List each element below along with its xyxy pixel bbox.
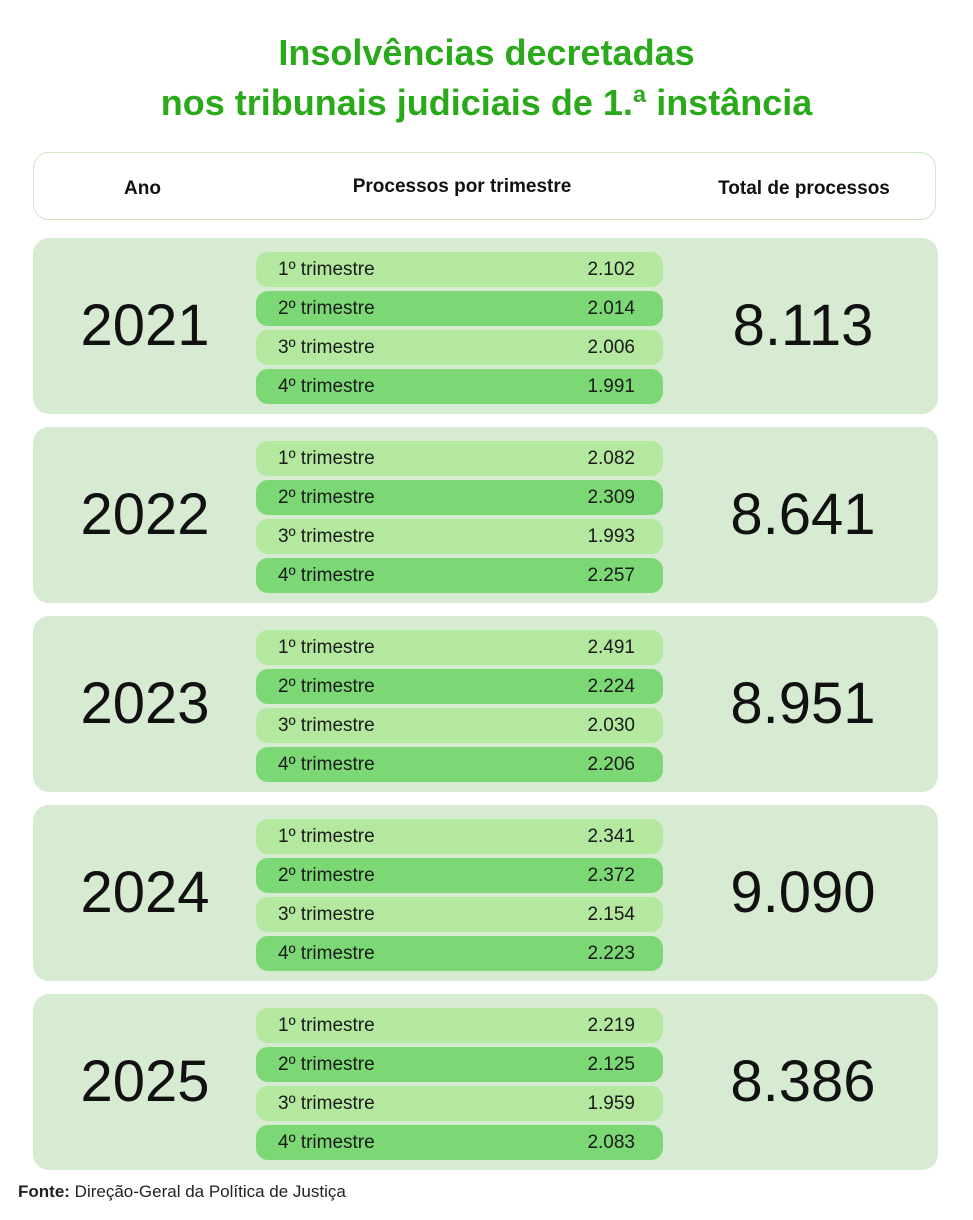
source-label: Fonte:: [18, 1182, 70, 1201]
quarter-row: 3º trimestre 1.993: [256, 519, 663, 554]
quarter-row: 3º trimestre 2.030: [256, 708, 663, 743]
quarter-value: 2.309: [587, 487, 635, 508]
quarter-list: 1º trimestre 2.102 2º trimestre 2.014 3º t…: [256, 252, 663, 408]
header-ano: Ano: [124, 178, 161, 199]
source-text: Direção-Geral da Política de Justiça: [69, 1182, 346, 1201]
quarter-value: 2.206: [587, 754, 635, 775]
quarter-label: 2º trimestre: [278, 487, 375, 508]
quarter-label: 1º trimestre: [278, 637, 375, 658]
quarter-label: 4º trimestre: [278, 1132, 375, 1153]
year-row-2021: 2021 1º trimestre 2.102 2º trimestre 2.014…: [33, 238, 938, 414]
quarter-row: 2º trimestre 2.224: [256, 669, 663, 704]
quarter-label: 3º trimestre: [278, 526, 375, 547]
quarter-row: 4º trimestre 2.206: [256, 747, 663, 782]
quarter-value: 2.372: [587, 865, 635, 886]
table-header: Ano Processos por trimestre Total de pro…: [33, 152, 936, 220]
quarter-row: 3º trimestre 2.154: [256, 897, 663, 932]
header-total: Total de processos: [718, 178, 890, 199]
quarter-value: 2.341: [587, 826, 635, 847]
quarter-value: 2.006: [587, 337, 635, 358]
year-row-2022: 2022 1º trimestre 2.082 2º trimestre 2.309…: [33, 427, 938, 603]
quarter-label: 2º trimestre: [278, 298, 375, 319]
year-label: 2024: [80, 860, 210, 925]
quarter-label: 1º trimestre: [278, 259, 375, 280]
quarter-row: 2º trimestre 2.309: [256, 480, 663, 515]
quarter-row: 3º trimestre 2.006: [256, 330, 663, 365]
quarter-label: 3º trimestre: [278, 715, 375, 736]
quarter-label: 1º trimestre: [278, 826, 375, 847]
quarter-value: 2.082: [587, 448, 635, 469]
quarter-row: 4º trimestre 2.083: [256, 1125, 663, 1160]
quarter-value: 2.014: [587, 298, 635, 319]
quarter-list: 1º trimestre 2.082 2º trimestre 2.309 3º t…: [256, 441, 663, 597]
year-total: 8.951: [730, 671, 876, 736]
year-row-2024: 2024 1º trimestre 2.341 2º trimestre 2.372…: [33, 805, 938, 981]
year-label: 2025: [80, 1049, 210, 1114]
quarter-label: 2º trimestre: [278, 676, 375, 697]
quarter-value: 2.154: [587, 904, 635, 925]
quarter-label: 2º trimestre: [278, 865, 375, 886]
quarter-value: 2.491: [587, 637, 635, 658]
year-rows: 2021 1º trimestre 2.102 2º trimestre 2.014…: [33, 238, 938, 1183]
quarter-label: 4º trimestre: [278, 565, 375, 586]
quarter-row: 1º trimestre 2.082: [256, 441, 663, 476]
quarter-value: 2.125: [587, 1054, 635, 1075]
quarter-label: 3º trimestre: [278, 1093, 375, 1114]
quarter-label: 4º trimestre: [278, 754, 375, 775]
quarter-row: 4º trimestre 1.991: [256, 369, 663, 404]
quarter-row: 4º trimestre 2.223: [256, 936, 663, 971]
quarter-row: 4º trimestre 2.257: [256, 558, 663, 593]
year-total: 9.090: [730, 860, 876, 925]
quarter-value: 1.991: [587, 376, 635, 397]
quarter-value: 2.030: [587, 715, 635, 736]
year-label: 2021: [80, 293, 210, 358]
quarter-value: 1.959: [587, 1093, 635, 1114]
year-label: 2023: [80, 671, 210, 736]
quarter-label: 4º trimestre: [278, 943, 375, 964]
quarter-value: 2.223: [587, 943, 635, 964]
quarter-label: 3º trimestre: [278, 337, 375, 358]
quarter-row: 2º trimestre 2.372: [256, 858, 663, 893]
quarter-label: 1º trimestre: [278, 448, 375, 469]
quarter-row: 1º trimestre 2.102: [256, 252, 663, 287]
year-row-2023: 2023 1º trimestre 2.491 2º trimestre 2.224…: [33, 616, 938, 792]
quarter-value: 1.993: [587, 526, 635, 547]
quarter-value: 2.219: [587, 1015, 635, 1036]
quarter-row: 3º trimestre 1.959: [256, 1086, 663, 1121]
quarter-label: 1º trimestre: [278, 1015, 375, 1036]
title-line-2: nos tribunais judiciais de 1.ª instância: [160, 82, 813, 123]
year-total: 8.113: [732, 293, 874, 358]
year-row-2025: 2025 1º trimestre 2.219 2º trimestre 2.125…: [33, 994, 938, 1170]
year-total: 8.641: [730, 482, 876, 547]
quarter-list: 1º trimestre 2.341 2º trimestre 2.372 3º t…: [256, 819, 663, 975]
quarter-list: 1º trimestre 2.491 2º trimestre 2.224 3º t…: [256, 630, 663, 786]
quarter-row: 1º trimestre 2.341: [256, 819, 663, 854]
quarter-list: 1º trimestre 2.219 2º trimestre 2.125 3º t…: [256, 1008, 663, 1164]
quarter-row: 2º trimestre 2.014: [256, 291, 663, 326]
header-processos: Processos por trimestre: [352, 176, 572, 197]
quarter-label: 3º trimestre: [278, 904, 375, 925]
quarter-row: 1º trimestre 2.219: [256, 1008, 663, 1043]
quarter-label: 2º trimestre: [278, 1054, 375, 1075]
source-note: Fonte: Direção-Geral da Política de Just…: [18, 1182, 346, 1202]
page-title: Insolvências decretadas nos tribunais ju…: [0, 28, 973, 128]
quarter-row: 2º trimestre 2.125: [256, 1047, 663, 1082]
quarter-value: 2.224: [587, 676, 635, 697]
year-label: 2022: [80, 482, 210, 547]
quarter-value: 2.083: [587, 1132, 635, 1153]
quarter-row: 1º trimestre 2.491: [256, 630, 663, 665]
title-line-1: Insolvências decretadas: [278, 32, 695, 73]
quarter-label: 4º trimestre: [278, 376, 375, 397]
quarter-value: 2.257: [587, 565, 635, 586]
quarter-value: 2.102: [587, 259, 635, 280]
year-total: 8.386: [730, 1049, 876, 1114]
